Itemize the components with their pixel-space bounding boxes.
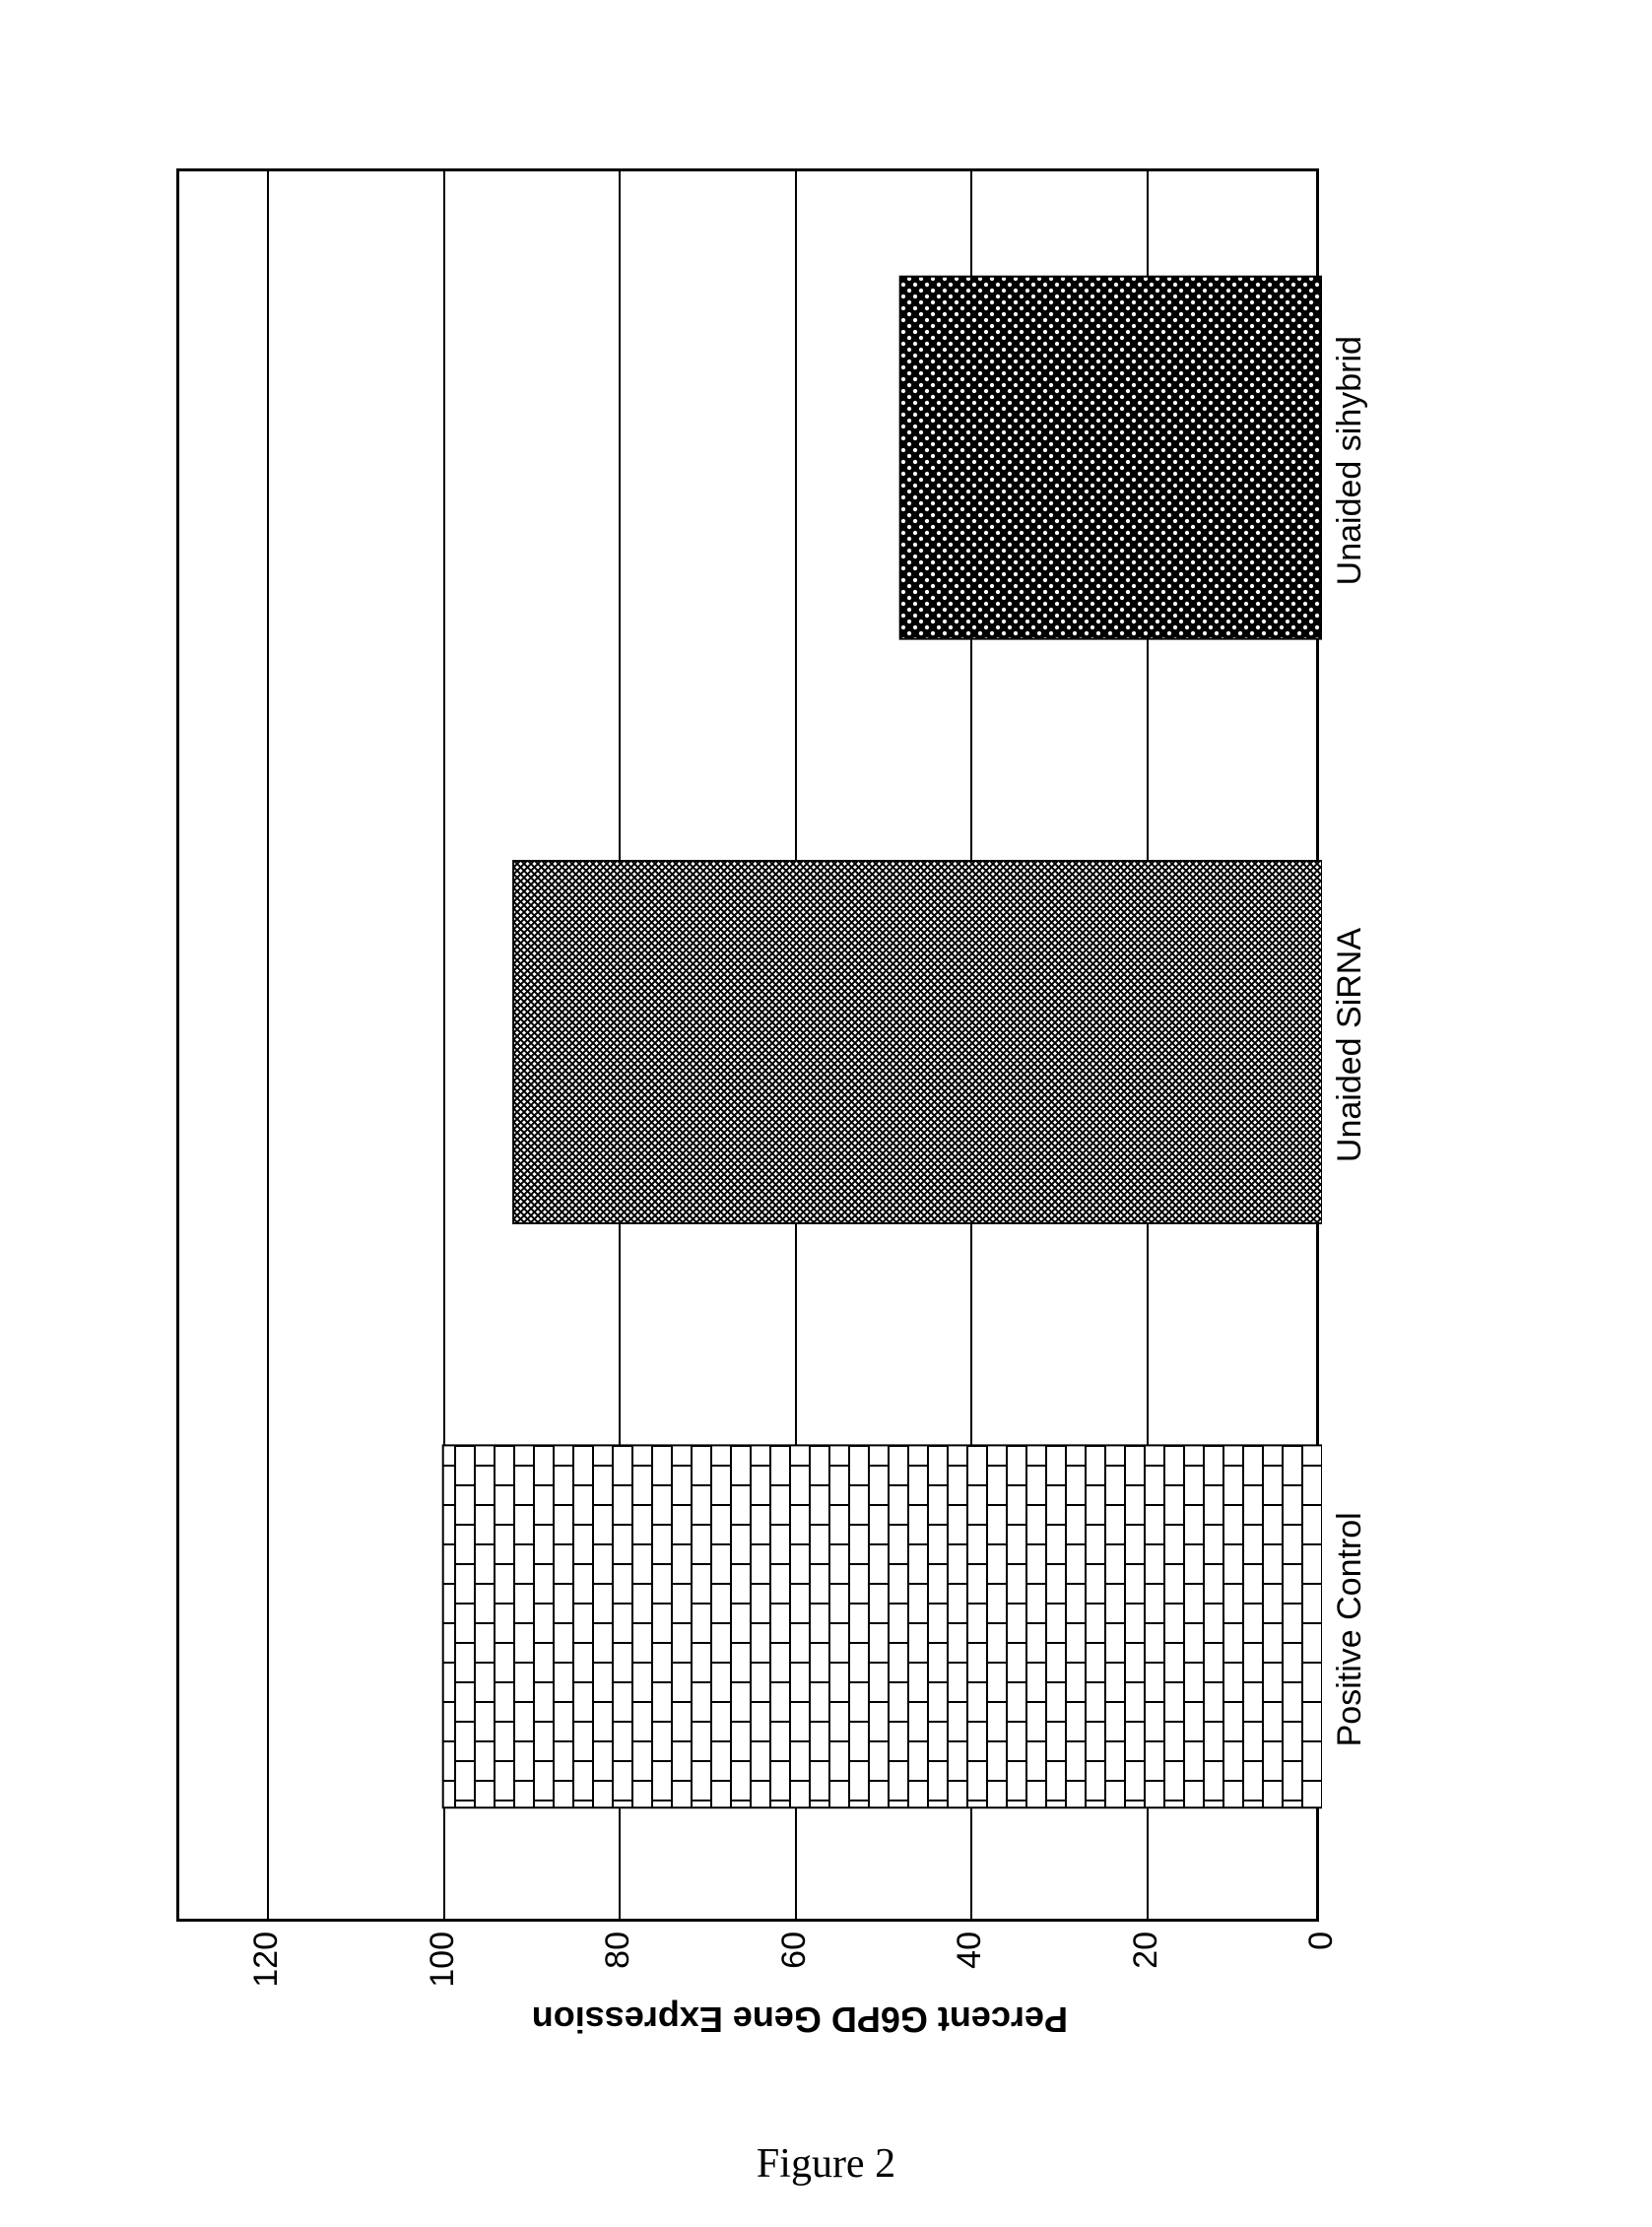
y-tick-label: 120 (247, 1932, 286, 2000)
y-tick-label: 100 (423, 1932, 461, 2000)
y-tick-label: 20 (1126, 1932, 1164, 2000)
chart-container: Percent G6PD Gene Expression 0 20 40 60 80 100… (147, 139, 1506, 2089)
y-tick-label: 0 (1302, 1932, 1341, 2000)
x-tick-label: Unaided sihybrid (1331, 168, 1369, 753)
plot-area (176, 168, 1319, 1922)
bar (513, 861, 1322, 1223)
x-tick-label: Positive Control (1331, 1337, 1369, 1921)
bar (899, 276, 1321, 638)
x-tick-label: Unaided SiRNA (1331, 753, 1369, 1337)
bar (442, 1445, 1321, 1807)
y-tick-label: 80 (599, 1932, 637, 2000)
y-tick-label: 60 (774, 1932, 813, 2000)
figure-caption: Figure 2 (757, 2140, 895, 2188)
y-tick-label: 40 (951, 1932, 989, 2000)
y-axis-label: Percent G6PD Gene Expression (531, 1998, 1067, 2040)
bar-chart: Percent G6PD Gene Expression 0 20 40 60 80 100… (147, 139, 1506, 2089)
